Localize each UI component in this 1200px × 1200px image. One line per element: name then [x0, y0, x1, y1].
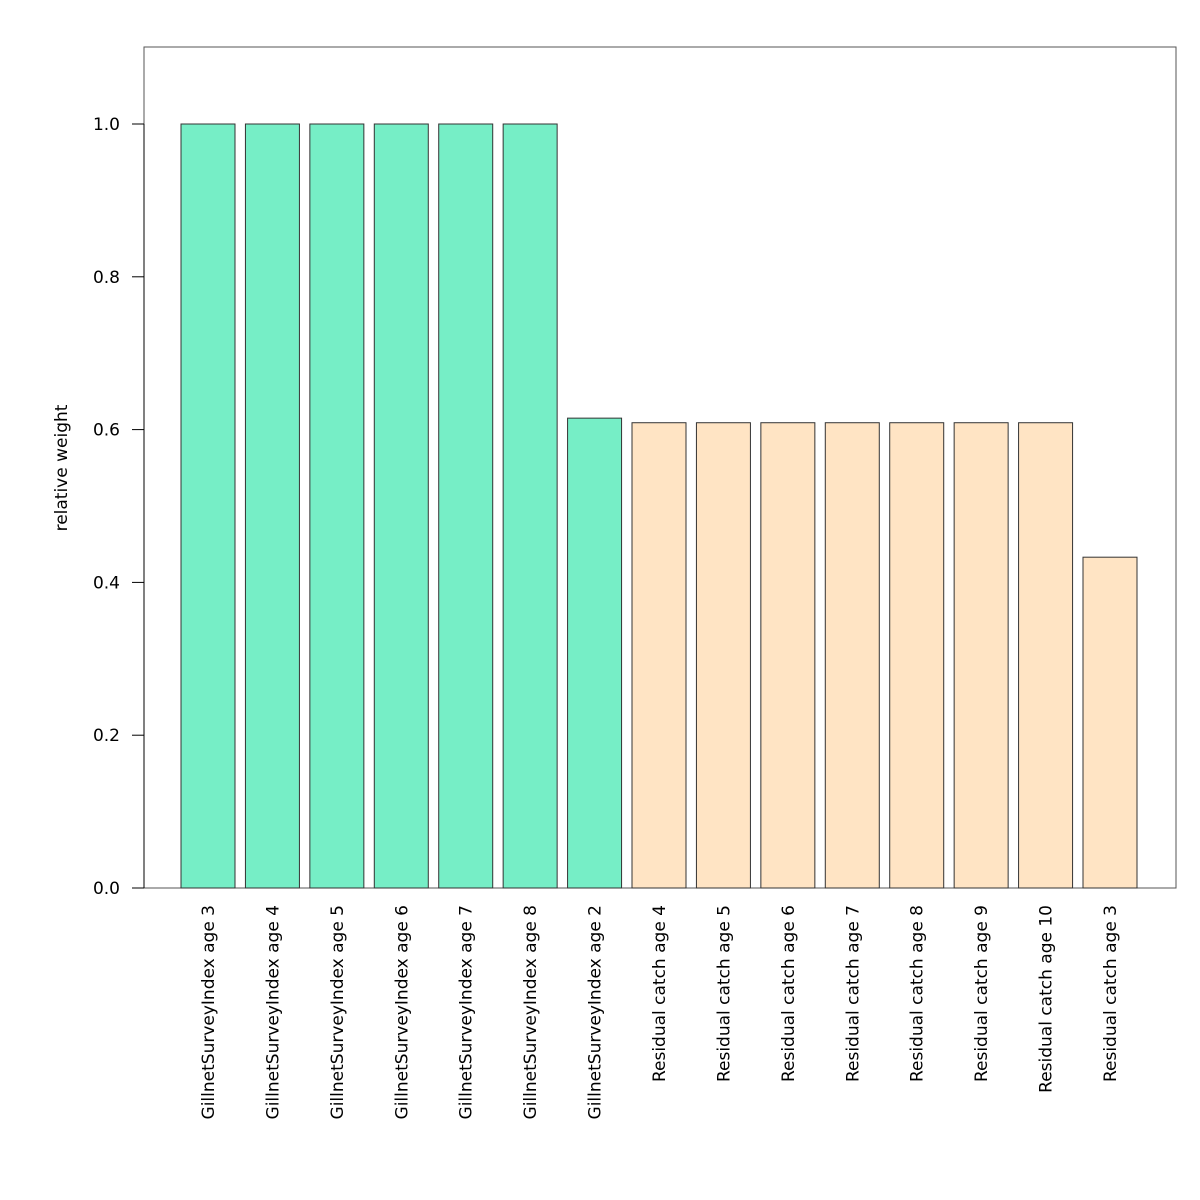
x-tick-label: Residual catch age 6 [779, 905, 799, 1082]
bar [760, 422, 816, 889]
y-tick-label: 1.0 [93, 115, 120, 135]
bar [695, 422, 751, 889]
bar [953, 422, 1009, 889]
x-tick-label: GillnetSurveyIndex age 7 [457, 905, 477, 1119]
bar [1018, 422, 1074, 889]
bars [180, 123, 1138, 889]
bar [438, 123, 494, 889]
y-tick-label: 0.0 [93, 879, 120, 899]
y-axis-label: relative weight [52, 404, 72, 531]
bar [1082, 556, 1138, 889]
x-tick-label: GillnetSurveyIndex age 4 [263, 905, 283, 1119]
y-tick-label: 0.2 [93, 726, 120, 746]
bar [309, 123, 365, 889]
bar [889, 422, 945, 889]
x-tick-label: GillnetSurveyIndex age 2 [586, 905, 606, 1119]
x-tick-label: Residual catch age 5 [714, 905, 734, 1082]
y-tick-label: 0.8 [93, 268, 120, 288]
bar [567, 417, 623, 889]
bar [373, 123, 429, 889]
x-tick-label: Residual catch age 3 [1101, 905, 1121, 1082]
y-tick-label: 0.4 [93, 573, 120, 593]
bar [502, 123, 558, 889]
bar [244, 123, 300, 889]
x-tick-label: GillnetSurveyIndex age 5 [328, 905, 348, 1119]
bar [180, 123, 236, 889]
x-tick-label: Residual catch age 10 [1037, 905, 1057, 1093]
y-tick-label: 0.6 [93, 421, 120, 441]
bar [824, 422, 880, 889]
x-tick-label: Residual catch age 8 [908, 905, 928, 1082]
x-tick-label: Residual catch age 4 [650, 905, 670, 1082]
y-axis: 0.0 0.2 0.4 0.6 0.8 1.0 [93, 115, 145, 899]
x-tick-label: GillnetSurveyIndex age 3 [199, 905, 219, 1119]
x-tick-labels: GillnetSurveyIndex age 3 GillnetSurveyInd… [199, 905, 1121, 1119]
bar [631, 422, 687, 889]
x-tick-label: GillnetSurveyIndex age 6 [392, 905, 412, 1119]
x-tick-label: Residual catch age 9 [972, 905, 992, 1082]
x-tick-label: Residual catch age 7 [843, 905, 863, 1082]
x-tick-label: GillnetSurveyIndex age 8 [521, 905, 541, 1119]
